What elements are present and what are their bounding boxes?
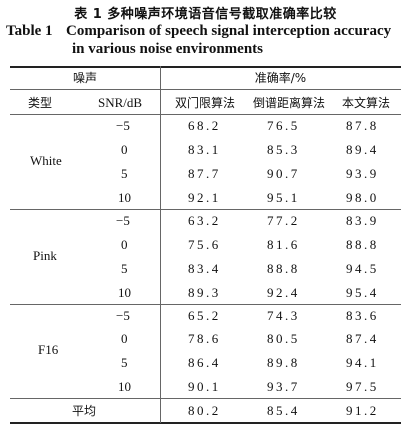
snr-cell: 0 [121, 142, 128, 157]
value-cell: 83.1 [188, 142, 221, 157]
value-cell: 87.4 [346, 331, 379, 346]
header-method-3: 本文算法 [341, 96, 390, 110]
header-accuracy: 准确率/% [254, 71, 307, 85]
value-cell: 68.2 [188, 118, 221, 133]
value-cell: 93.9 [346, 166, 379, 181]
value-cell: 63.2 [188, 213, 221, 228]
value-cell: 90.1 [188, 379, 221, 394]
value-cell: 81.6 [267, 237, 300, 252]
average-value: 80.2 [188, 403, 221, 418]
group-separator-rule [10, 209, 401, 210]
header-noise: 噪声 [72, 71, 97, 85]
value-cell: 83.9 [346, 213, 379, 228]
value-cell: 98.0 [346, 190, 379, 205]
average-label: 平均 [72, 404, 97, 418]
value-cell: 94.5 [346, 261, 379, 276]
value-cell: 95.1 [267, 190, 300, 205]
value-cell: 95.4 [346, 285, 379, 300]
value-cell: 92.4 [267, 285, 300, 300]
value-cell: 97.5 [346, 379, 379, 394]
column-divider [160, 66, 161, 423]
bottom-rule [10, 422, 401, 424]
value-cell: 74.3 [267, 308, 300, 323]
snr-cell: 10 [118, 285, 131, 300]
value-cell: 86.4 [188, 355, 221, 370]
value-cell: 75.6 [188, 237, 221, 252]
top-rule [10, 66, 401, 68]
header-type: 类型 [28, 96, 53, 110]
header-method-2: 倒谱距离算法 [252, 96, 325, 110]
group-separator-rule [10, 304, 401, 305]
value-cell: 88.8 [346, 237, 379, 252]
value-cell: 65.2 [188, 308, 221, 323]
average-value: 85.4 [267, 403, 300, 418]
value-cell: 87.7 [188, 166, 221, 181]
snr-cell: −5 [116, 308, 130, 323]
header-group-rule [10, 89, 401, 90]
value-cell: 93.7 [267, 379, 300, 394]
average-separator-rule [10, 398, 401, 399]
value-cell: 92.1 [188, 190, 221, 205]
value-cell: 89.8 [267, 355, 300, 370]
header-snr: SNR/dB [98, 95, 143, 110]
value-cell: 94.1 [346, 355, 379, 370]
snr-cell: −5 [116, 213, 130, 228]
snr-cell: 10 [118, 190, 131, 205]
value-cell: 90.7 [267, 166, 300, 181]
snr-cell: 10 [118, 379, 131, 394]
value-cell: 87.8 [346, 118, 379, 133]
snr-cell: 5 [121, 261, 128, 276]
snr-cell: 5 [121, 355, 128, 370]
snr-cell: 0 [121, 237, 128, 252]
group-type-label: Pink [33, 248, 57, 263]
group-type-label: F16 [38, 342, 59, 357]
caption-chinese: 表 1 多种噪声环境语音信号截取准确率比较 [74, 7, 337, 22]
value-cell: 85.3 [267, 142, 300, 157]
value-cell: 83.6 [346, 308, 379, 323]
caption-english-line2: in various noise environments [72, 41, 263, 57]
value-cell: 80.5 [267, 331, 300, 346]
value-cell: 89.3 [188, 285, 221, 300]
value-cell: 77.2 [267, 213, 300, 228]
header-method-1: 双门限算法 [174, 96, 235, 110]
caption-english: Table 1 Comparison of speech signal inter… [6, 22, 410, 58]
average-value: 91.2 [346, 403, 379, 418]
snr-cell: 0 [121, 331, 128, 346]
value-cell: 76.5 [267, 118, 300, 133]
caption-english-line1: Comparison of speech signal interception… [66, 23, 392, 39]
caption-table-number: Table 1 [6, 23, 53, 39]
snr-cell: −5 [116, 118, 130, 133]
value-cell: 83.4 [188, 261, 221, 276]
value-cell: 88.8 [267, 261, 300, 276]
snr-cell: 5 [121, 166, 128, 181]
value-cell: 78.6 [188, 331, 221, 346]
header-bottom-rule [10, 114, 401, 115]
group-type-label: White [30, 153, 62, 168]
value-cell: 89.4 [346, 142, 379, 157]
